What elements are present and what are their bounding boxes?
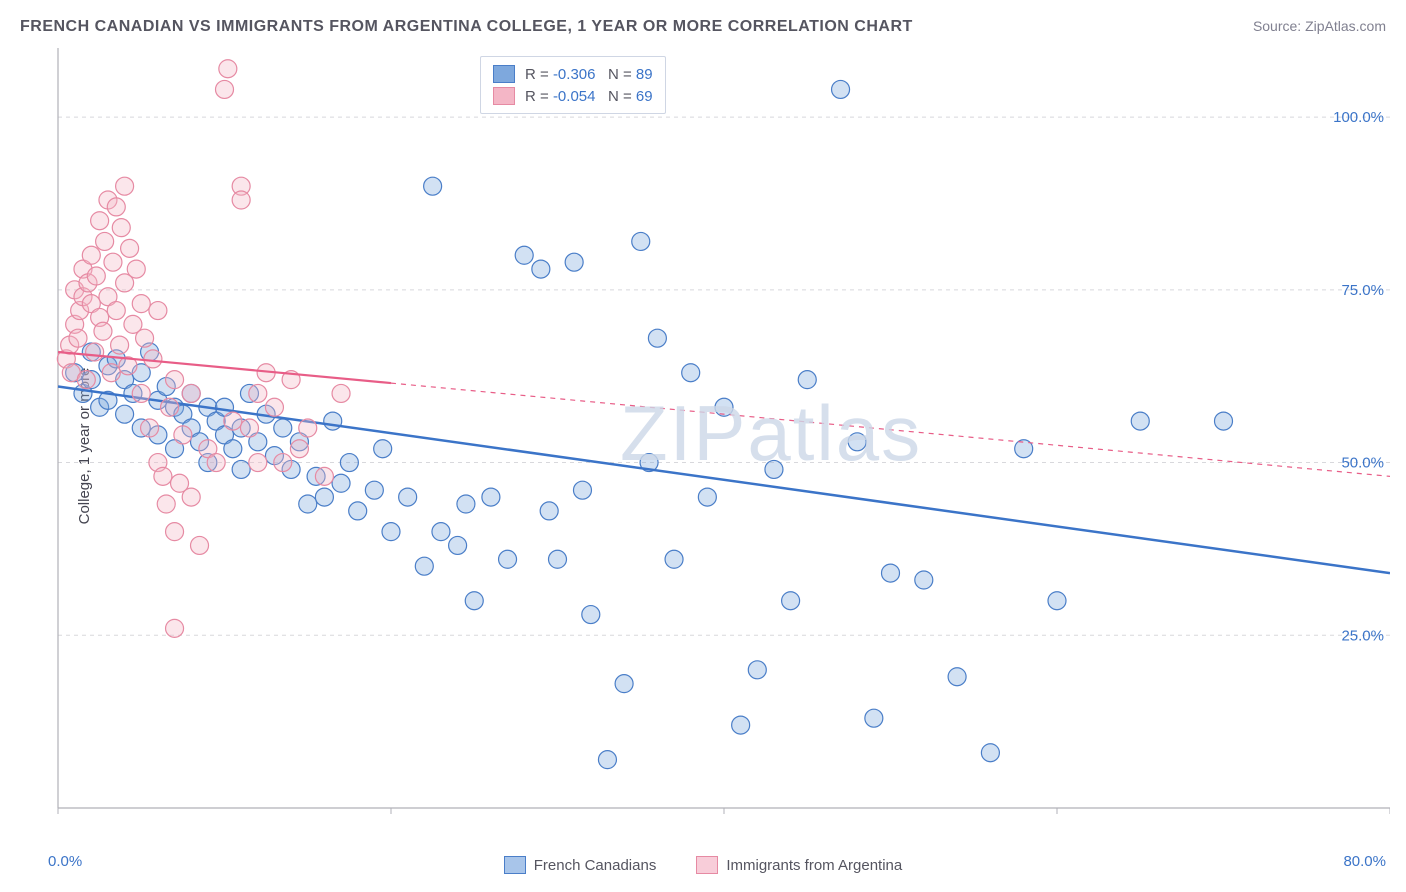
svg-text:50.0%: 50.0% [1341,455,1384,472]
svg-text:25.0%: 25.0% [1341,627,1384,644]
chart-source: Source: ZipAtlas.com [1253,18,1386,34]
correlation-legend: R = -0.306 N = 89R = -0.054 N = 69 [480,56,666,114]
legend-item-argentina: Immigrants from Argentina [696,856,902,874]
legend-swatch-icon [504,856,526,874]
x-axis-start-label: 0.0% [48,853,82,870]
series-legend: French Canadians Immigrants from Argenti… [0,856,1406,874]
svg-text:100.0%: 100.0% [1333,109,1384,126]
legend-item-french: French Canadians [504,856,657,874]
scatter-svg: 25.0% 50.0% 75.0% 100.0% [50,48,1390,828]
legend-label: Immigrants from Argentina [726,857,902,874]
x-axis-end-label: 80.0% [1343,853,1386,870]
legend-label: French Canadians [534,857,657,874]
svg-text:75.0%: 75.0% [1341,282,1384,299]
chart-title: FRENCH CANADIAN VS IMMIGRANTS FROM ARGEN… [20,18,913,36]
chart-header: FRENCH CANADIAN VS IMMIGRANTS FROM ARGEN… [20,18,1386,36]
legend-swatch-icon [696,856,718,874]
chart-plot-area: 25.0%50.0%75.0%100.0% ZIPatlas R = -0.30… [50,48,1390,828]
